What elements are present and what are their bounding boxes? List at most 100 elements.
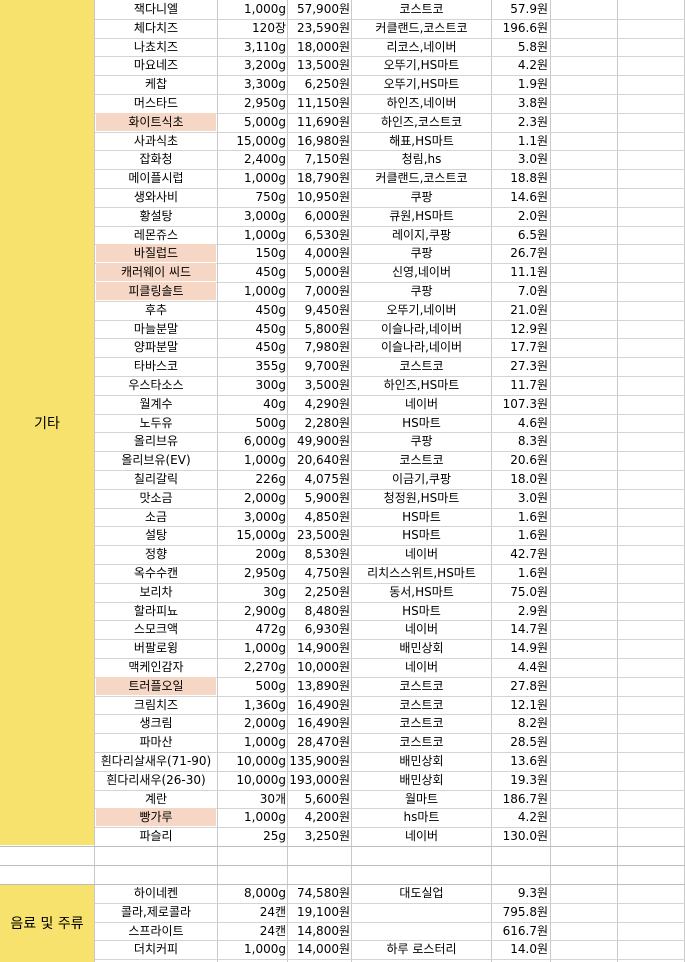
- unit-price-cell[interactable]: 5.8원: [492, 38, 548, 56]
- item-name-cell[interactable]: 체다치즈: [96, 19, 216, 37]
- quantity-cell[interactable]: 40g: [218, 395, 286, 413]
- unit-price-cell[interactable]: 27.8원: [492, 677, 548, 695]
- shop-cell[interactable]: 커클랜드,코스트코: [352, 169, 491, 187]
- unit-price-cell[interactable]: 4.6원: [492, 414, 548, 432]
- price-cell[interactable]: 4,075원: [288, 470, 350, 488]
- unit-price-cell[interactable]: 14.0원: [492, 940, 548, 958]
- quantity-cell[interactable]: 2,000g: [218, 714, 286, 732]
- shop-cell[interactable]: 하인즈,네이버: [352, 94, 491, 112]
- quantity-cell[interactable]: 3,110g: [218, 38, 286, 56]
- quantity-cell[interactable]: 1,000g: [218, 451, 286, 469]
- item-name-cell[interactable]: 칠리갈릭: [96, 470, 216, 488]
- quantity-cell[interactable]: 355g: [218, 357, 286, 375]
- price-cell[interactable]: 2,250원: [288, 583, 350, 601]
- unit-price-cell[interactable]: 27.3원: [492, 357, 548, 375]
- quantity-cell[interactable]: 2,950g: [218, 564, 286, 582]
- quantity-cell[interactable]: 6,000g: [218, 432, 286, 450]
- shop-cell[interactable]: 레이지,쿠팡: [352, 226, 491, 244]
- unit-price-cell[interactable]: 26.7원: [492, 244, 548, 262]
- unit-price-cell[interactable]: 12.9원: [492, 320, 548, 338]
- item-name-cell[interactable]: 노두유: [96, 414, 216, 432]
- item-name-cell[interactable]: 월계수: [96, 395, 216, 413]
- item-name-cell[interactable]: 피클링솔트: [96, 282, 216, 300]
- shop-cell[interactable]: 코스트코: [352, 733, 491, 751]
- shop-cell[interactable]: 오뚜기,HS마트: [352, 56, 491, 74]
- unit-price-cell[interactable]: 196.6원: [492, 19, 548, 37]
- unit-price-cell[interactable]: 11.7원: [492, 376, 548, 394]
- quantity-cell[interactable]: 1,000g: [218, 169, 286, 187]
- unit-price-cell[interactable]: 75.0원: [492, 583, 548, 601]
- price-cell[interactable]: 3,500원: [288, 376, 350, 394]
- quantity-cell[interactable]: 30g: [218, 583, 286, 601]
- price-cell[interactable]: 10,000원: [288, 658, 350, 676]
- price-cell[interactable]: 9,450원: [288, 301, 350, 319]
- shop-cell[interactable]: 하루 로스터리: [352, 940, 491, 958]
- price-cell[interactable]: 10,950원: [288, 188, 350, 206]
- price-cell[interactable]: 20,640원: [288, 451, 350, 469]
- price-cell[interactable]: 6,000원: [288, 207, 350, 225]
- unit-price-cell[interactable]: 3.0원: [492, 489, 548, 507]
- unit-price-cell[interactable]: 4.2원: [492, 56, 548, 74]
- unit-price-cell[interactable]: 7.0원: [492, 282, 548, 300]
- item-name-cell[interactable]: 빵가루: [96, 808, 216, 826]
- quantity-cell[interactable]: 2,400g: [218, 150, 286, 168]
- item-name-cell[interactable]: 화이트식초: [96, 113, 216, 131]
- price-cell[interactable]: 19,100원: [288, 903, 350, 921]
- price-cell[interactable]: 11,690원: [288, 113, 350, 131]
- shop-cell[interactable]: 코스트코: [352, 451, 491, 469]
- price-cell[interactable]: 4,200원: [288, 808, 350, 826]
- shop-cell[interactable]: 큐원,HS마트: [352, 207, 491, 225]
- shop-cell[interactable]: [352, 922, 491, 940]
- quantity-cell[interactable]: 30개: [218, 790, 286, 808]
- item-name-cell[interactable]: 맛소금: [96, 489, 216, 507]
- price-cell[interactable]: 13,890원: [288, 677, 350, 695]
- item-name-cell[interactable]: 옥수수캔: [96, 564, 216, 582]
- price-cell[interactable]: 14,000원: [288, 940, 350, 958]
- quantity-cell[interactable]: 2,000g: [218, 489, 286, 507]
- unit-price-cell[interactable]: 17.7원: [492, 338, 548, 356]
- shop-cell[interactable]: 네이버: [352, 620, 491, 638]
- shop-cell[interactable]: 오뚜기,네이버: [352, 301, 491, 319]
- item-name-cell[interactable]: 생크림: [96, 714, 216, 732]
- shop-cell[interactable]: HS마트: [352, 414, 491, 432]
- item-name-cell[interactable]: 소금: [96, 508, 216, 526]
- item-name-cell[interactable]: 계란: [96, 790, 216, 808]
- shop-cell[interactable]: HS마트: [352, 526, 491, 544]
- unit-price-cell[interactable]: 8.2원: [492, 714, 548, 732]
- item-name-cell[interactable]: 마늘분말: [96, 320, 216, 338]
- price-cell[interactable]: 7,980원: [288, 338, 350, 356]
- quantity-cell[interactable]: 3,300g: [218, 75, 286, 93]
- quantity-cell[interactable]: 500g: [218, 414, 286, 432]
- quantity-cell[interactable]: 10,000g: [218, 752, 286, 770]
- price-cell[interactable]: 9,700원: [288, 357, 350, 375]
- quantity-cell[interactable]: 750g: [218, 188, 286, 206]
- item-name-cell[interactable]: 나쵸치즈: [96, 38, 216, 56]
- price-cell[interactable]: 23,590원: [288, 19, 350, 37]
- quantity-cell[interactable]: 10,000g: [218, 771, 286, 789]
- shop-cell[interactable]: 오뚜기,HS마트: [352, 75, 491, 93]
- shop-cell[interactable]: 하인즈,코스트코: [352, 113, 491, 131]
- quantity-cell[interactable]: 1,000g: [218, 639, 286, 657]
- shop-cell[interactable]: HS마트: [352, 602, 491, 620]
- shop-cell[interactable]: 네이버: [352, 827, 491, 845]
- quantity-cell[interactable]: 450g: [218, 338, 286, 356]
- price-cell[interactable]: 2,280원: [288, 414, 350, 432]
- shop-cell[interactable]: 이금기,쿠팡: [352, 470, 491, 488]
- quantity-cell[interactable]: 150g: [218, 244, 286, 262]
- shop-cell[interactable]: 네이버: [352, 658, 491, 676]
- shop-cell[interactable]: 배민상회: [352, 771, 491, 789]
- unit-price-cell[interactable]: 2.9원: [492, 602, 548, 620]
- price-cell[interactable]: 4,290원: [288, 395, 350, 413]
- item-name-cell[interactable]: 흰다리살새우(71-90): [96, 752, 216, 770]
- unit-price-cell[interactable]: 616.7원: [492, 922, 548, 940]
- shop-cell[interactable]: 코스트코: [352, 696, 491, 714]
- quantity-cell[interactable]: 15,000g: [218, 132, 286, 150]
- price-cell[interactable]: 5,600원: [288, 790, 350, 808]
- quantity-cell[interactable]: 24캔: [218, 922, 286, 940]
- unit-price-cell[interactable]: 28.5원: [492, 733, 548, 751]
- unit-price-cell[interactable]: 3.0원: [492, 150, 548, 168]
- quantity-cell[interactable]: 450g: [218, 320, 286, 338]
- shop-cell[interactable]: 월마트: [352, 790, 491, 808]
- unit-price-cell[interactable]: 18.8원: [492, 169, 548, 187]
- item-name-cell[interactable]: 흰다리새우(26-30): [96, 771, 216, 789]
